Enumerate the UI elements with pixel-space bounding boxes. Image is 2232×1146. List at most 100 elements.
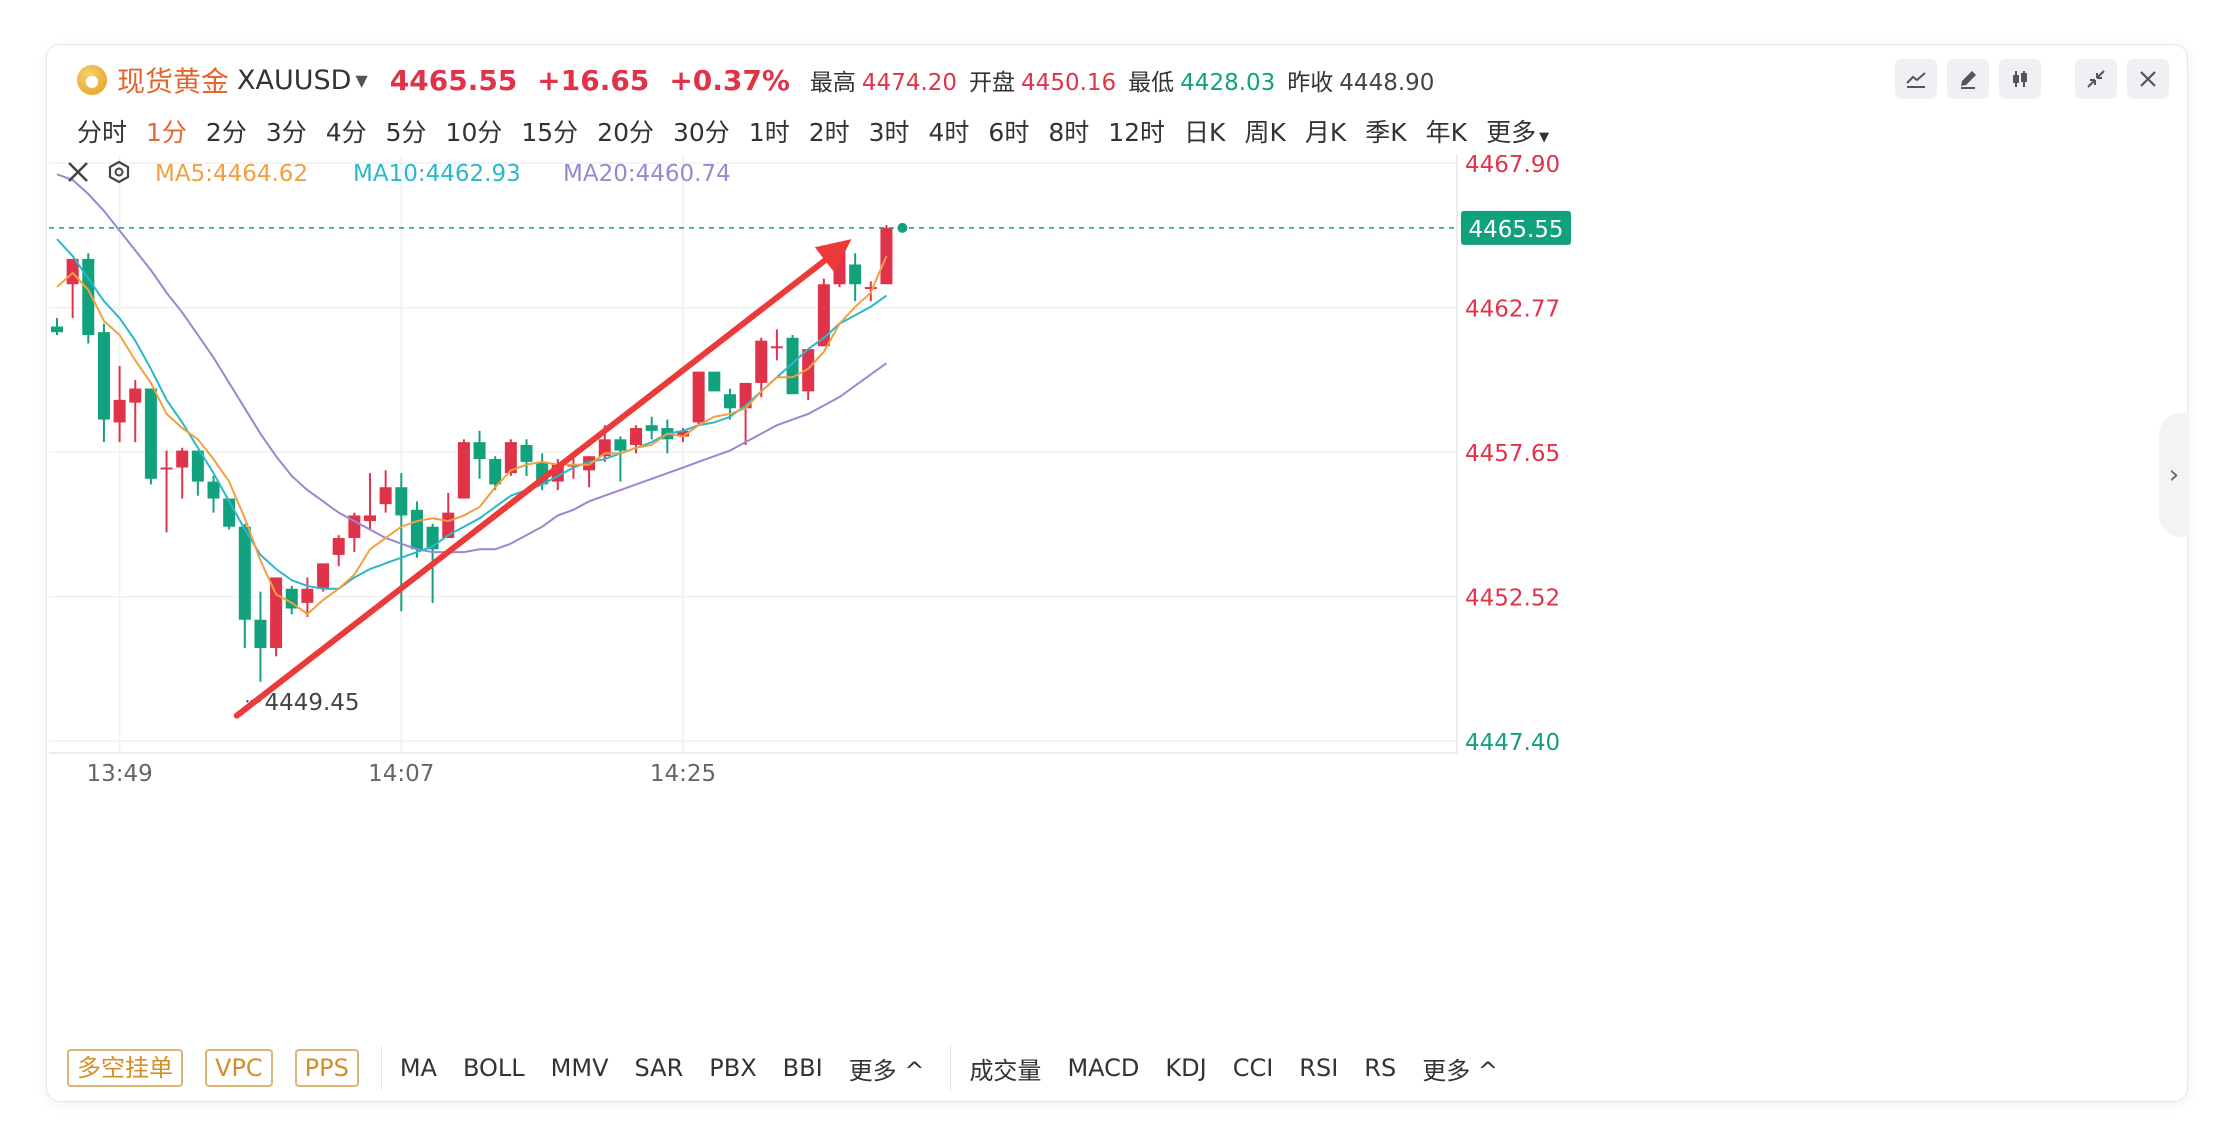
candle[interactable] <box>457 439 470 499</box>
sub-indicator-tab[interactable]: MACD <box>1067 1054 1140 1082</box>
candle[interactable] <box>755 337 768 398</box>
candle-body <box>113 399 126 423</box>
sub-indicator-tab[interactable]: RS <box>1364 1054 1397 1082</box>
tab-period[interactable]: 周K <box>1244 118 1286 147</box>
chevron-right-icon[interactable]: › <box>2159 413 2189 537</box>
candle[interactable] <box>51 318 63 335</box>
candle[interactable] <box>880 225 893 285</box>
settings-icon[interactable] <box>108 160 130 184</box>
candle[interactable] <box>473 430 486 479</box>
candle[interactable] <box>614 436 627 482</box>
candle[interactable] <box>113 366 126 443</box>
tab-period[interactable]: 30分 <box>672 118 730 147</box>
chevron-down-icon[interactable]: ▼ <box>355 70 368 90</box>
candle[interactable] <box>66 258 79 319</box>
candle[interactable] <box>708 371 721 392</box>
tab-period[interactable]: 12时 <box>1108 118 1166 147</box>
candle[interactable] <box>254 591 267 682</box>
candle-body <box>755 340 768 383</box>
candle[interactable] <box>817 278 830 347</box>
candle[interactable] <box>739 382 752 445</box>
candle[interactable] <box>82 253 95 344</box>
main-indicator-tab[interactable]: BOLL <box>462 1054 525 1082</box>
candle[interactable] <box>489 456 502 491</box>
main-indicator-tab[interactable]: MMV <box>550 1054 609 1082</box>
candle[interactable] <box>176 447 189 499</box>
pencil-icon[interactable] <box>1947 59 1989 99</box>
tab-period[interactable]: 5分 <box>385 118 427 147</box>
sub-indicator-tab[interactable]: RSI <box>1299 1054 1339 1082</box>
tab-period[interactable]: 分时 <box>77 118 128 147</box>
candle[interactable] <box>520 439 533 476</box>
overlay-button[interactable]: VPC <box>205 1049 273 1087</box>
tab-period[interactable]: 1时 <box>748 118 790 147</box>
main-indicator-tab[interactable]: MA <box>399 1054 437 1082</box>
candle[interactable] <box>442 492 455 538</box>
tab-period[interactable]: 10分 <box>445 118 503 147</box>
candlestick-chart[interactable]: 4467.90 4462.77 4457.65 4452.52 4447.40 13:49… <box>47 155 2187 1045</box>
candle[interactable] <box>160 450 173 533</box>
candle-body <box>160 467 173 470</box>
minimize-icon[interactable] <box>2075 59 2117 99</box>
candle[interactable] <box>802 349 815 400</box>
candle[interactable] <box>645 416 658 440</box>
tab-period[interactable]: 3分 <box>265 118 307 147</box>
candle-body <box>301 588 314 603</box>
main-indicator-tab[interactable]: BBI <box>782 1054 823 1082</box>
instrument-code[interactable]: XAUUSD <box>237 64 352 96</box>
main-indicator-tab[interactable]: 更多 ^ <box>848 1056 925 1085</box>
candle[interactable] <box>849 253 862 302</box>
candle[interactable] <box>285 585 298 615</box>
tab-period[interactable]: 2分 <box>205 118 247 147</box>
tab-period[interactable]: 20分 <box>597 118 654 147</box>
main-indicator-tab[interactable]: PBX <box>709 1054 757 1082</box>
main-indicator-tab[interactable]: SAR <box>634 1054 684 1082</box>
candle[interactable] <box>129 380 142 443</box>
sub-indicator-tab[interactable]: 成交量 <box>969 1056 1042 1085</box>
candle-body <box>677 430 689 437</box>
candle-body <box>786 337 799 395</box>
y-tick-label: 4462.77 <box>1465 297 1560 323</box>
close-icon[interactable] <box>2127 59 2169 99</box>
tab-period[interactable]: 6时 <box>988 118 1030 147</box>
candle[interactable] <box>770 329 783 361</box>
candle[interactable] <box>144 388 157 485</box>
candle[interactable] <box>786 334 799 395</box>
candle[interactable] <box>317 563 330 592</box>
tab-period[interactable]: 15分 <box>521 118 579 147</box>
sub-indicator-tab[interactable]: 更多 ^ <box>1422 1056 1498 1085</box>
tab-period[interactable]: 3时 <box>868 118 910 147</box>
candle[interactable] <box>191 450 204 496</box>
tab-period[interactable]: 8时 <box>1048 118 1090 147</box>
candlestick-icon[interactable] <box>1999 59 2041 99</box>
candle[interactable] <box>238 523 251 648</box>
tab-period[interactable]: 4时 <box>928 118 970 147</box>
candle[interactable] <box>692 371 705 426</box>
tab-period[interactable]: 日K <box>1184 118 1226 147</box>
tab-period[interactable]: 年K <box>1425 118 1468 147</box>
candle-body <box>489 459 502 485</box>
tab-period[interactable]: 季K <box>1365 118 1407 147</box>
settings-icon-center <box>114 167 124 177</box>
overlay-button[interactable]: 多空挂单 <box>67 1049 183 1087</box>
tab-period[interactable]: 4分 <box>325 118 367 147</box>
sub-indicator-tab[interactable]: CCI <box>1232 1054 1274 1082</box>
candle[interactable] <box>332 535 345 567</box>
candle[interactable] <box>379 470 392 513</box>
tab-period[interactable]: 2时 <box>808 118 850 147</box>
instrument-name[interactable]: 现货黄金 <box>117 65 230 98</box>
tab-period[interactable]: 1分 <box>146 118 187 147</box>
candle[interactable] <box>301 577 314 617</box>
sub-indicator-tab[interactable]: KDJ <box>1165 1054 1207 1082</box>
tab-period[interactable]: 更多 ▼ <box>1486 118 1550 147</box>
candle[interactable] <box>270 577 283 657</box>
close-icon[interactable] <box>68 162 88 182</box>
line-chart-icon[interactable] <box>1895 59 1937 99</box>
candle[interactable] <box>364 473 376 530</box>
tab-period[interactable]: 月K <box>1304 118 1347 147</box>
candle[interactable] <box>207 475 220 513</box>
candle[interactable] <box>97 323 110 443</box>
candle-body <box>364 515 376 522</box>
candle[interactable] <box>348 512 361 553</box>
overlay-button[interactable]: PPS <box>294 1049 359 1087</box>
